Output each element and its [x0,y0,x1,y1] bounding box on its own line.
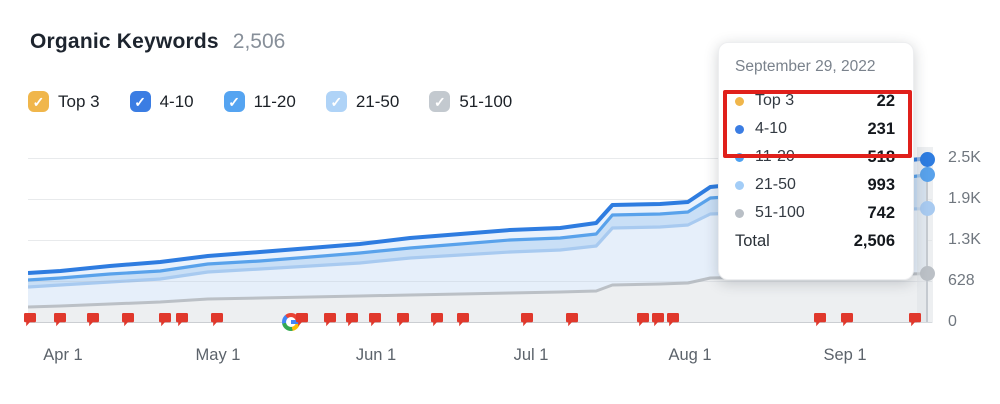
google-update-flag-icon[interactable] [368,312,382,333]
legend-item-label: Top 3 [58,91,100,111]
legend-item-label: 4-10 [159,91,194,111]
tooltip-total-row: Total 2,506 [735,227,895,255]
series-color-dot [735,124,744,134]
google-update-flag-icon[interactable] [53,312,67,333]
google-update-flag-icon[interactable] [813,312,827,333]
hover-crosshair-line [926,160,928,322]
tooltip-row-value: 518 [867,147,895,166]
google-update-flag-icon[interactable] [565,312,579,333]
y-gridline [28,158,932,159]
y-axis-label: 1.9K [948,190,981,207]
tooltip-row-label: 21-50 [755,176,796,193]
position-filter-legend: ✓ Top 3 ✓ 4-10 ✓ 11-20 ✓ 21-50 ✓ 51-100 [28,91,512,112]
tooltip-row-label: 11-20 [755,148,795,165]
google-update-flag-icon[interactable] [175,312,189,333]
legend-item-51-100[interactable]: ✓ 51-100 [429,91,512,112]
tooltip-total-label: Total [735,231,770,250]
google-update-flag-icon[interactable] [86,312,100,333]
legend-item-label: 11-20 [253,91,296,111]
tooltip-row-51-100: 51-100 742 [735,199,895,227]
chart-tooltip: September 29, 2022 Top 3 22 4-10 231 11-20 51… [718,42,914,280]
series-color-dot [735,208,744,218]
x-axis-label: Jun 1 [355,346,397,364]
tooltip-row-label: Top 3 [755,92,795,109]
series-endpoint-dot [919,266,935,282]
tooltip-row-label: 4-10 [755,120,788,137]
google-update-flag-icon[interactable] [636,312,650,333]
x-axis-label: Apr 1 [43,346,83,364]
y-gridline-faint [28,281,932,282]
checkbox-checked-icon[interactable]: ✓ [129,91,151,112]
total-keywords-count: 2,506 [232,30,286,53]
google-update-flag-icon[interactable] [345,312,359,333]
series-endpoint-dot [919,201,935,217]
tooltip-row-21-50: 21-50 993 [735,171,895,199]
y-axis-label: 2.5K [948,149,981,166]
tooltip-date: September 29, 2022 [735,58,876,75]
checkbox-checked-icon[interactable]: ✓ [429,91,451,112]
page-title: Organic Keywords [30,30,219,53]
checkbox-checked-icon[interactable]: ✓ [28,91,49,112]
tooltip-row-value: 231 [867,119,895,138]
tooltip-row-value: 742 [867,203,895,222]
google-update-flag-icon[interactable] [666,312,680,333]
x-axis-label: May 1 [195,346,241,364]
y-axis-label: 1.3K [948,231,981,248]
google-update-icon[interactable] [282,313,300,331]
tooltip-row-11-20: 11-20 518 [735,143,895,171]
y-axis-label: 628 [948,272,975,289]
google-update-flag-icon[interactable] [121,312,135,333]
checkbox-checked-icon[interactable]: ✓ [325,91,347,112]
google-update-flag-icon[interactable] [23,312,37,333]
tooltip-total-value: 2,506 [853,231,895,250]
tooltip-row-value: 22 [876,91,895,110]
series-endpoint-dot [919,167,935,183]
legend-item-label: 21-50 [355,91,400,111]
google-update-flag-icon[interactable] [520,312,534,333]
tooltip-row-4-10: 4-10 231 [735,115,895,143]
y-gridline [28,199,932,200]
legend-item-11-20[interactable]: ✓ 11-20 [223,91,296,112]
google-update-flag-icon[interactable] [908,312,922,333]
legend-item-4-10[interactable]: ✓ 4-10 [129,91,194,112]
google-update-flag-icon[interactable] [158,312,172,333]
google-update-flag-icon[interactable] [295,312,309,333]
google-update-flag-icon[interactable] [210,312,224,333]
checkbox-checked-icon[interactable]: ✓ [223,91,245,112]
legend-item-label: 51-100 [459,91,513,111]
tooltip-row-value: 993 [867,175,895,194]
x-axis-label: Jul 1 [513,346,549,364]
series-color-dot [735,96,744,106]
tooltip-rows: Top 3 22 4-10 231 11-20 518 21-50 993 51-100 742 [735,87,895,227]
x-axis-label: Aug 1 [668,346,712,364]
series-color-dot [735,152,744,162]
header: Organic Keywords 2,506 [30,30,285,54]
series-color-dot [735,180,744,190]
google-update-flag-icon[interactable] [323,312,337,333]
google-update-flag-icon[interactable] [456,312,470,333]
google-update-flag-icon[interactable] [840,312,854,333]
area-band-51-100 [28,273,927,322]
google-update-flag-icon[interactable] [396,312,410,333]
tooltip-row-label: 51-100 [755,204,805,221]
series-endpoint-dot [919,152,935,168]
y-axis-label: 0 [948,313,957,330]
area-band-21-50 [28,208,927,307]
x-axis-line [28,322,932,323]
x-axis-label: Sep 1 [823,346,867,364]
tooltip-row-top-3: Top 3 22 [735,87,895,115]
google-update-flag-icon[interactable] [430,312,444,333]
google-update-flag-icon[interactable] [651,312,665,333]
legend-item-21-50[interactable]: ✓ 21-50 [325,91,400,112]
legend-item-top-3[interactable]: ✓ Top 3 [28,91,100,112]
